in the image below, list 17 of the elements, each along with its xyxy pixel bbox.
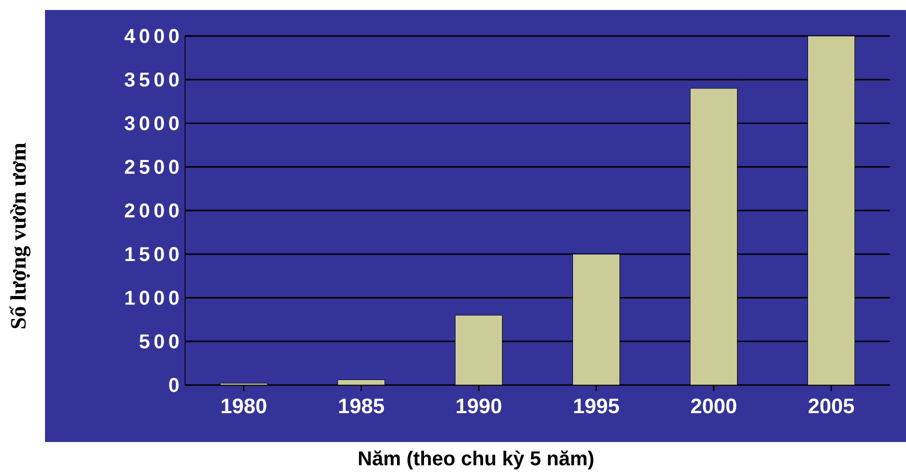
y-axis-title: Số lượng vườn ươm	[10, 143, 30, 328]
x-tick-label: 2000	[691, 398, 736, 414]
y-tick-label: 1 0 0 0	[125, 290, 179, 305]
x-tick-label: 1985	[339, 398, 384, 414]
x-tick-label: 2005	[808, 398, 854, 414]
x-tick-label: 1980	[222, 398, 266, 414]
y-tick-label: 0	[169, 378, 179, 392]
x-axis-title: Năm (theo chu kỳ 5 năm)	[358, 450, 594, 470]
x-tick-label: 1990	[456, 398, 502, 414]
y-tick-label: 4 0 0 0	[124, 29, 179, 44]
y-tick-label: 1 5 0 0	[125, 247, 179, 262]
y-tick-label: 3 5 0 0	[124, 72, 179, 87]
y-tick-label: 2 0 0 0	[124, 204, 179, 218]
x-tick-label: 1995	[574, 398, 619, 414]
y-tick-label: 5 0 0	[140, 334, 179, 349]
y-tick-label: 2 5 0 0	[124, 160, 179, 174]
y-tick-label: 3 0 0 0	[124, 116, 179, 130]
